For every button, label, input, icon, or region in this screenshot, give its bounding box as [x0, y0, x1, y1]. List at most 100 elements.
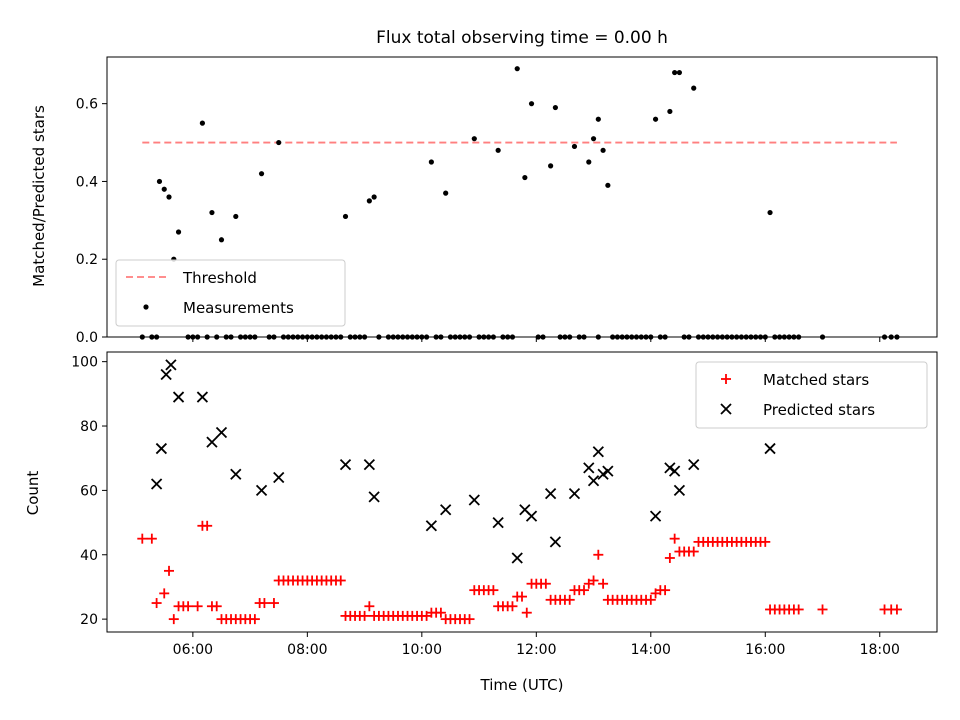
- predicted-star-point: [587, 475, 600, 487]
- measurement-point: [571, 143, 578, 150]
- matched-star-point: [268, 598, 279, 609]
- predicted-star-point: [363, 459, 375, 471]
- bottom-xtick-label: 06:00: [173, 642, 213, 658]
- matched-star-point: [137, 533, 148, 544]
- matched-star-point: [579, 585, 590, 596]
- matched-star-point: [183, 601, 194, 612]
- measurement-point: [258, 171, 265, 177]
- legend-measurements-label: Measurements: [183, 299, 294, 317]
- predicted-star-point: [673, 484, 686, 497]
- measurement-point: [676, 69, 683, 76]
- measurement-point: [209, 209, 215, 216]
- predicted-star-point: [160, 368, 172, 381]
- top-ytick-label: 0.2: [76, 252, 98, 268]
- bottom-xtick-label: 14:00: [631, 642, 671, 658]
- measurement-point: [590, 136, 597, 142]
- bottom-ytick-label: 20: [80, 612, 98, 628]
- top-y-axis-label: Matched/Predicted stars: [30, 105, 48, 287]
- legend-matched-label: Matched stars: [763, 371, 869, 389]
- matched-star-point: [760, 536, 771, 547]
- legend-matched-swatch: [721, 374, 731, 384]
- predicted-star-point: [592, 446, 604, 458]
- predicted-star-point: [583, 462, 595, 474]
- matched-star-point: [192, 601, 203, 612]
- predicted-star-point: [215, 426, 228, 439]
- bottom-xtick-label: 16:00: [745, 642, 785, 658]
- predicted-star-point: [155, 442, 168, 455]
- top-legend-box: [115, 259, 346, 327]
- measurement-point: [691, 85, 697, 91]
- matched-star-point: [593, 549, 604, 560]
- predicted-star-point: [425, 520, 438, 532]
- top-plot-area: 0.0 0.2 0.4 0.6 Threshold Measurements: [76, 56, 938, 346]
- matched-star-point: [660, 585, 671, 596]
- matched-star-point: [435, 607, 446, 618]
- bottom-xtick-label: 10:00: [402, 642, 442, 658]
- predicted-star-point: [669, 465, 681, 477]
- measurement-point: [371, 194, 377, 200]
- bottom-ytick-label: 80: [80, 419, 98, 435]
- measurement-point: [443, 190, 449, 196]
- predicted-star-point: [602, 465, 614, 477]
- measurement-point: [495, 147, 501, 153]
- matched-star-point: [521, 607, 532, 618]
- measurement-point: [175, 229, 182, 235]
- predicted-star-point: [568, 487, 581, 500]
- bottom-y-axis-label: Count: [24, 471, 42, 516]
- measurement-point: [166, 194, 172, 200]
- bottom-ytick-label: 40: [80, 548, 98, 564]
- bottom-xtick-label: 12:00: [516, 642, 556, 658]
- predicted-star-point: [273, 471, 285, 484]
- predicted-star-point: [150, 478, 163, 490]
- matched-star-point: [793, 604, 804, 615]
- measurement-point: [514, 66, 520, 72]
- predicted-star-point: [255, 484, 268, 497]
- predicted-star-point: [649, 510, 662, 522]
- bottom-x-axis-label: Time (UTC): [480, 676, 564, 694]
- predicted-star-point: [196, 391, 209, 403]
- measurement-point: [342, 213, 349, 220]
- predicted-star-point: [440, 504, 452, 516]
- top-ytick-label: 0.0: [76, 330, 98, 346]
- predicted-star-point: [172, 391, 185, 403]
- measurement-point: [428, 159, 434, 165]
- matched-star-point: [588, 575, 599, 586]
- matched-star-point: [645, 594, 656, 605]
- measurement-point: [548, 163, 554, 169]
- matched-star-point: [364, 601, 375, 612]
- matched-star-point: [598, 578, 609, 589]
- measurement-point: [595, 116, 601, 122]
- matched-star-point: [540, 578, 551, 589]
- bottom-ytick-label: 100: [71, 355, 98, 371]
- measurement-point: [528, 101, 535, 107]
- top-legend: Threshold Measurements: [115, 259, 346, 327]
- matched-star-point: [146, 533, 157, 544]
- matched-star-point: [488, 585, 499, 596]
- matched-star-point: [464, 614, 475, 625]
- measurement-point: [600, 147, 606, 153]
- bottom-ytick-label: 60: [80, 483, 98, 499]
- bottom-legend: Matched stars Predicted stars: [695, 361, 928, 429]
- predicted-star-point: [230, 468, 242, 480]
- measurement-point: [366, 198, 372, 204]
- predicted-star-point: [549, 536, 562, 548]
- measurement-point: [471, 136, 477, 142]
- chart-title: Flux total observing time = 0.00 h: [376, 28, 668, 48]
- measurement-point: [667, 108, 673, 115]
- matched-star-point: [891, 604, 902, 615]
- predicted-star-point: [525, 510, 538, 522]
- matched-star-point: [564, 594, 575, 605]
- bottom-axes-frame: [106, 351, 938, 633]
- matched-star-point: [359, 610, 370, 621]
- matched-star-point: [151, 598, 162, 609]
- predicted-star-point: [511, 552, 523, 564]
- measurement-point: [605, 182, 611, 188]
- matched-star-point: [669, 533, 680, 544]
- bottom-xtick-label: 18:00: [860, 642, 900, 658]
- predicted-star-point: [339, 459, 352, 471]
- predicted-star-point: [764, 442, 776, 455]
- predicted-star-point: [492, 516, 504, 529]
- top-axes-frame: [106, 56, 938, 338]
- measurement-point: [199, 120, 206, 126]
